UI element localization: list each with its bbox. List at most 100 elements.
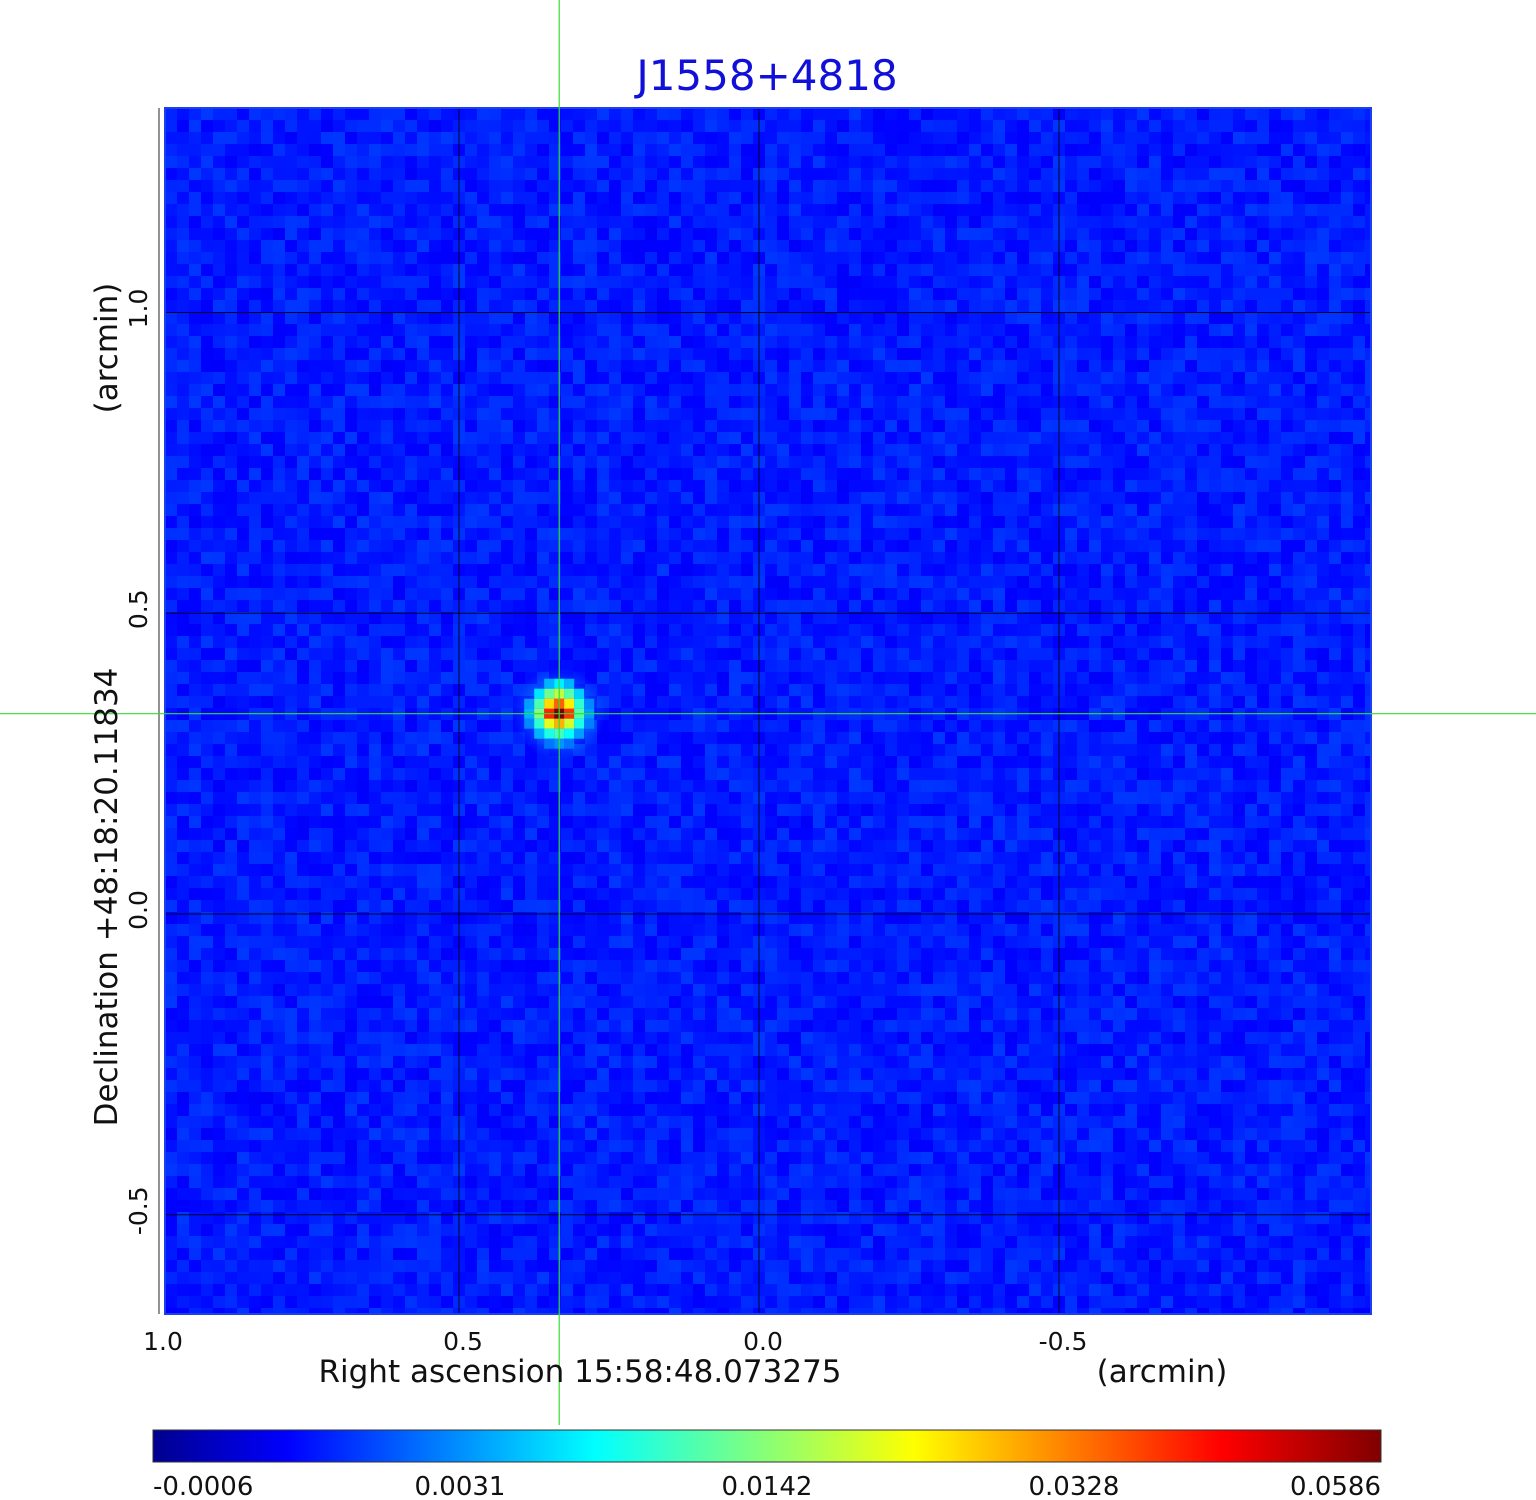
noise-pixel xyxy=(1005,588,1017,600)
noise-pixel xyxy=(1161,144,1173,156)
noise-pixel xyxy=(909,564,921,576)
noise-pixel xyxy=(489,180,501,192)
noise-pixel xyxy=(945,288,957,300)
noise-pixel xyxy=(765,276,777,288)
noise-pixel xyxy=(909,240,921,252)
noise-pixel xyxy=(1113,660,1125,672)
noise-pixel xyxy=(177,444,189,456)
noise-pixel xyxy=(393,264,405,276)
noise-pixel xyxy=(249,444,261,456)
noise-pixel xyxy=(1113,576,1125,588)
noise-pixel xyxy=(441,132,453,144)
noise-pixel xyxy=(1317,648,1329,660)
noise-pixel xyxy=(897,204,909,216)
noise-pixel xyxy=(429,312,441,324)
noise-pixel xyxy=(501,588,513,600)
noise-pixel xyxy=(669,372,681,384)
noise-pixel xyxy=(921,300,933,312)
noise-pixel xyxy=(1017,648,1029,660)
noise-pixel xyxy=(1281,240,1293,252)
noise-pixel xyxy=(513,636,525,648)
noise-pixel xyxy=(873,648,885,660)
noise-pixel xyxy=(1269,600,1281,612)
noise-pixel xyxy=(1077,252,1089,264)
noise-pixel xyxy=(405,468,417,480)
noise-pixel xyxy=(957,384,969,396)
noise-pixel xyxy=(705,276,717,288)
noise-pixel xyxy=(357,360,369,372)
noise-pixel xyxy=(1269,240,1281,252)
noise-pixel xyxy=(513,660,525,672)
noise-pixel xyxy=(537,492,549,504)
noise-pixel xyxy=(297,516,309,528)
noise-pixel xyxy=(621,180,633,192)
noise-pixel xyxy=(1197,192,1209,204)
noise-pixel xyxy=(633,492,645,504)
noise-pixel xyxy=(1113,216,1125,228)
noise-pixel xyxy=(741,492,753,504)
noise-pixel xyxy=(717,492,729,504)
noise-pixel xyxy=(729,108,741,120)
noise-pixel xyxy=(729,456,741,468)
noise-pixel xyxy=(513,600,525,612)
noise-pixel xyxy=(1329,624,1341,636)
noise-pixel xyxy=(465,192,477,204)
noise-pixel xyxy=(633,696,645,708)
noise-pixel xyxy=(333,180,345,192)
noise-pixel xyxy=(297,432,309,444)
noise-pixel xyxy=(333,672,345,684)
noise-pixel xyxy=(909,540,921,552)
noise-pixel xyxy=(165,264,177,276)
noise-pixel xyxy=(921,636,933,648)
noise-pixel xyxy=(477,156,489,168)
noise-pixel xyxy=(1137,300,1149,312)
noise-pixel xyxy=(561,432,573,444)
noise-pixel xyxy=(729,528,741,540)
noise-pixel xyxy=(789,456,801,468)
noise-pixel xyxy=(909,108,921,120)
noise-pixel xyxy=(969,600,981,612)
noise-pixel xyxy=(897,372,909,384)
noise-pixel xyxy=(345,264,357,276)
noise-pixel xyxy=(345,180,357,192)
noise-pixel xyxy=(657,312,669,324)
noise-pixel xyxy=(561,444,573,456)
noise-pixel xyxy=(1149,408,1161,420)
noise-pixel xyxy=(921,204,933,216)
noise-pixel xyxy=(657,576,669,588)
noise-pixel xyxy=(1041,180,1053,192)
noise-pixel xyxy=(249,384,261,396)
noise-pixel xyxy=(513,408,525,420)
noise-pixel xyxy=(321,684,333,696)
noise-pixel xyxy=(921,144,933,156)
noise-pixel xyxy=(501,672,513,684)
noise-pixel xyxy=(741,672,753,684)
noise-pixel xyxy=(465,684,477,696)
noise-pixel xyxy=(381,648,393,660)
noise-pixel xyxy=(657,588,669,600)
noise-pixel xyxy=(549,300,561,312)
noise-pixel xyxy=(441,432,453,444)
noise-pixel xyxy=(789,660,801,672)
noise-pixel xyxy=(465,324,477,336)
noise-pixel xyxy=(225,552,237,564)
noise-pixel xyxy=(465,276,477,288)
noise-pixel xyxy=(537,156,549,168)
noise-pixel xyxy=(357,216,369,228)
noise-pixel xyxy=(405,432,417,444)
noise-pixel xyxy=(609,384,621,396)
noise-pixel xyxy=(945,336,957,348)
noise-pixel xyxy=(1245,444,1257,456)
noise-pixel xyxy=(717,288,729,300)
noise-pixel xyxy=(273,492,285,504)
noise-pixel xyxy=(417,216,429,228)
noise-pixel xyxy=(945,528,957,540)
noise-pixel xyxy=(1041,216,1053,228)
noise-pixel xyxy=(885,408,897,420)
noise-pixel xyxy=(369,420,381,432)
noise-pixel xyxy=(741,336,753,348)
noise-pixel xyxy=(1281,684,1293,696)
noise-pixel xyxy=(813,504,825,516)
noise-pixel xyxy=(849,276,861,288)
noise-pixel xyxy=(1101,540,1113,552)
